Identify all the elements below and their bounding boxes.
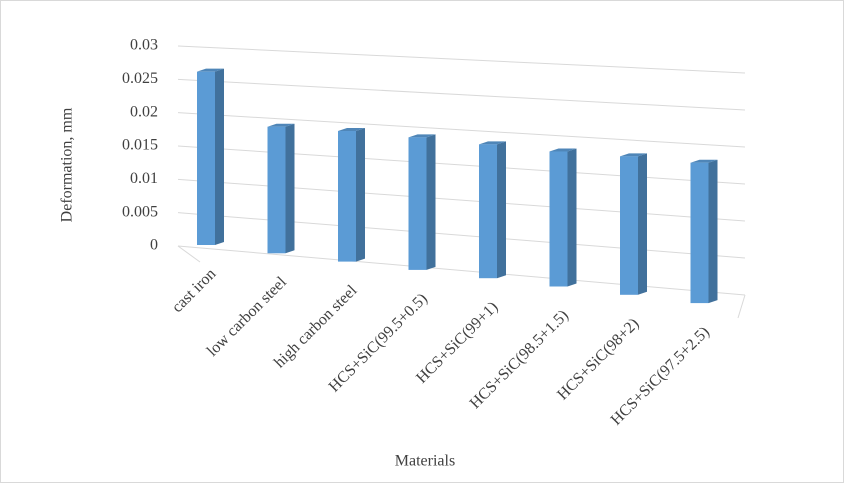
bar-side (708, 159, 718, 304)
bar (267, 123, 295, 254)
bar-side (356, 128, 365, 262)
y-tick-label: 0.025 (122, 70, 158, 87)
bar (197, 68, 224, 246)
floor-edge (737, 294, 746, 319)
bar-top (338, 128, 365, 132)
y-tick-label: 0 (150, 237, 158, 254)
bar-side (426, 134, 436, 270)
y-axis-title: Deformation, mm (59, 107, 76, 222)
bar-front (620, 156, 638, 295)
grid-line (177, 45, 746, 74)
bar-top (620, 153, 647, 157)
bar (549, 148, 577, 287)
y-tick-label: 0.005 (122, 203, 158, 220)
bar (408, 134, 436, 270)
bar-top (690, 159, 718, 163)
grid-line (177, 78, 746, 111)
y-tick-label: 0.03 (130, 37, 158, 54)
bar-front (408, 137, 427, 270)
bar (620, 153, 647, 295)
bar-top (549, 148, 577, 152)
bar-top (267, 123, 295, 127)
bar-front (197, 71, 215, 246)
bar-top (408, 134, 436, 138)
bar-front (690, 162, 709, 304)
bar (338, 128, 365, 262)
y-tick-label: 0.02 (130, 103, 158, 120)
floor-edge (177, 245, 201, 263)
y-tick-label: 0.01 (130, 170, 158, 187)
bar-side (497, 141, 506, 279)
bar-top (479, 141, 506, 145)
bar-side (567, 148, 577, 287)
grid-line (177, 112, 746, 148)
bar-side (638, 153, 647, 295)
bar-top (197, 68, 224, 72)
x-axis-title: Materials (395, 453, 455, 470)
bar (479, 141, 506, 279)
grid-line (177, 245, 746, 296)
bar-front (549, 151, 568, 287)
bar (690, 159, 718, 304)
bar-side (215, 68, 224, 246)
bar-front (267, 126, 286, 254)
bar-front (479, 144, 497, 279)
bar-front (338, 131, 356, 262)
y-tick-label: 0.015 (122, 137, 158, 154)
bar-side (285, 123, 295, 254)
